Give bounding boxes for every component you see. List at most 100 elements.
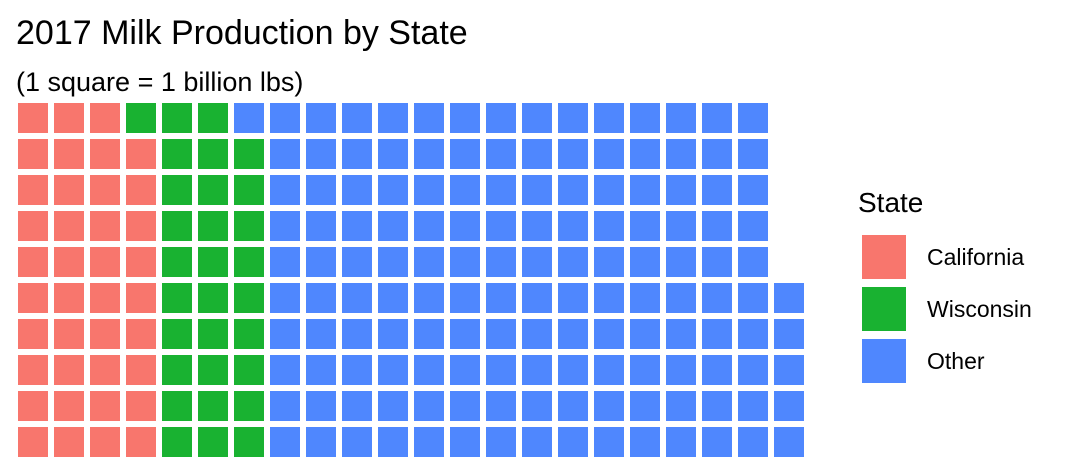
waffle-square-other <box>666 427 696 457</box>
waffle-square-other <box>306 211 336 241</box>
waffle-square-wisconsin <box>234 319 264 349</box>
waffle-square-other <box>558 391 588 421</box>
waffle-square-california <box>126 247 156 277</box>
waffle-square-other <box>270 211 300 241</box>
waffle-square-wisconsin <box>162 427 192 457</box>
waffle-square-wisconsin <box>162 211 192 241</box>
waffle-square-other <box>486 175 516 205</box>
waffle-square-other <box>738 355 768 385</box>
waffle-square-other <box>666 247 696 277</box>
waffle-square-other <box>270 355 300 385</box>
waffle-square-other <box>450 175 480 205</box>
waffle-square-california <box>18 211 48 241</box>
waffle-square-other <box>558 355 588 385</box>
waffle-square-wisconsin <box>162 391 192 421</box>
waffle-square-other <box>630 283 660 313</box>
waffle-square-other <box>666 103 696 133</box>
waffle-square-other <box>378 139 408 169</box>
waffle-square-california <box>18 175 48 205</box>
waffle-square-wisconsin <box>198 283 228 313</box>
waffle-square-wisconsin <box>198 139 228 169</box>
waffle-square-wisconsin <box>234 427 264 457</box>
waffle-square-other <box>378 427 408 457</box>
waffle-square-california <box>90 211 120 241</box>
waffle-square-other <box>486 283 516 313</box>
waffle-square-other <box>738 391 768 421</box>
waffle-square-other <box>270 319 300 349</box>
waffle-square-wisconsin <box>162 319 192 349</box>
waffle-square-california <box>54 247 84 277</box>
waffle-square-california <box>54 139 84 169</box>
waffle-square-california <box>54 211 84 241</box>
waffle-square-california <box>18 319 48 349</box>
waffle-square-other <box>702 427 732 457</box>
waffle-square-other <box>594 283 624 313</box>
chart-title: 2017 Milk Production by State <box>16 14 468 52</box>
waffle-square-other <box>630 139 660 169</box>
waffle-square-other <box>486 103 516 133</box>
waffle-square-other <box>630 391 660 421</box>
waffle-square-other <box>666 391 696 421</box>
waffle-square-other <box>450 139 480 169</box>
waffle-square-california <box>90 103 120 133</box>
waffle-square-other <box>270 247 300 277</box>
waffle-square-other <box>342 247 372 277</box>
waffle-square-other <box>306 355 336 385</box>
waffle-square-wisconsin <box>198 103 228 133</box>
legend-label-other: Other <box>927 348 985 374</box>
waffle-square-wisconsin <box>162 175 192 205</box>
waffle-square-wisconsin <box>234 283 264 313</box>
waffle-square-other <box>378 283 408 313</box>
waffle-square-other <box>558 427 588 457</box>
legend-key-california <box>862 235 906 279</box>
waffle-square-other <box>378 391 408 421</box>
waffle-square-wisconsin <box>198 355 228 385</box>
legend-title: State <box>858 187 924 218</box>
waffle-square-california <box>126 139 156 169</box>
waffle-square-other <box>594 175 624 205</box>
waffle-square-california <box>18 427 48 457</box>
waffle-square-california <box>18 391 48 421</box>
waffle-square-wisconsin <box>162 283 192 313</box>
waffle-square-other <box>486 139 516 169</box>
waffle-square-other <box>414 283 444 313</box>
waffle-square-california <box>18 247 48 277</box>
waffle-square-wisconsin <box>234 175 264 205</box>
waffle-square-other <box>774 355 804 385</box>
waffle-square-other <box>342 103 372 133</box>
waffle-square-california <box>126 391 156 421</box>
legend-item-wisconsin: Wisconsin <box>858 287 1032 339</box>
waffle-square-california <box>18 283 48 313</box>
waffle-square-other <box>306 103 336 133</box>
waffle-square-other <box>342 355 372 385</box>
waffle-square-other <box>306 247 336 277</box>
waffle-square-california <box>18 355 48 385</box>
waffle-square-wisconsin <box>234 211 264 241</box>
waffle-square-california <box>54 391 84 421</box>
waffle-square-other <box>306 283 336 313</box>
waffle-square-other <box>702 355 732 385</box>
waffle-square-other <box>522 391 552 421</box>
waffle-square-other <box>702 175 732 205</box>
waffle-square-other <box>702 319 732 349</box>
waffle-square-other <box>414 175 444 205</box>
waffle-square-other <box>702 247 732 277</box>
waffle-square-california <box>18 139 48 169</box>
waffle-square-wisconsin <box>198 391 228 421</box>
waffle-square-other <box>486 211 516 241</box>
waffle-square-other <box>342 139 372 169</box>
waffle-square-other <box>486 319 516 349</box>
waffle-square-other <box>594 391 624 421</box>
waffle-square-other <box>486 355 516 385</box>
waffle-square-other <box>522 139 552 169</box>
waffle-square-wisconsin <box>162 355 192 385</box>
waffle-square-other <box>378 103 408 133</box>
waffle-square-other <box>774 283 804 313</box>
waffle-square-other <box>270 103 300 133</box>
waffle-square-california <box>54 355 84 385</box>
waffle-square-other <box>378 211 408 241</box>
waffle-square-wisconsin <box>234 355 264 385</box>
waffle-square-other <box>450 391 480 421</box>
waffle-square-other <box>738 211 768 241</box>
waffle-square-other <box>378 247 408 277</box>
